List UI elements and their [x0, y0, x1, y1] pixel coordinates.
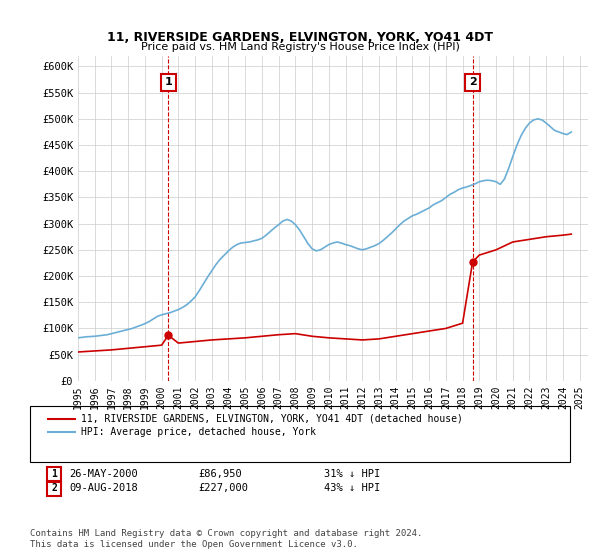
- Text: 09-AUG-2018: 09-AUG-2018: [69, 483, 138, 493]
- Text: 1: 1: [164, 77, 172, 87]
- Text: 2: 2: [51, 483, 57, 493]
- Text: 1: 1: [51, 469, 57, 479]
- Text: Price paid vs. HM Land Registry's House Price Index (HPI): Price paid vs. HM Land Registry's House …: [140, 42, 460, 52]
- Text: 31% ↓ HPI: 31% ↓ HPI: [324, 469, 380, 479]
- Text: 11, RIVERSIDE GARDENS, ELVINGTON, YORK, YO41 4DT (detached house): 11, RIVERSIDE GARDENS, ELVINGTON, YORK, …: [81, 414, 463, 424]
- Text: Contains HM Land Registry data © Crown copyright and database right 2024.
This d: Contains HM Land Registry data © Crown c…: [30, 529, 422, 549]
- Text: 11, RIVERSIDE GARDENS, ELVINGTON, YORK, YO41 4DT: 11, RIVERSIDE GARDENS, ELVINGTON, YORK, …: [107, 31, 493, 44]
- Text: 26-MAY-2000: 26-MAY-2000: [69, 469, 138, 479]
- Text: 2: 2: [469, 77, 476, 87]
- Text: £86,950: £86,950: [198, 469, 242, 479]
- Text: £227,000: £227,000: [198, 483, 248, 493]
- Text: 43% ↓ HPI: 43% ↓ HPI: [324, 483, 380, 493]
- Text: HPI: Average price, detached house, York: HPI: Average price, detached house, York: [81, 427, 316, 437]
